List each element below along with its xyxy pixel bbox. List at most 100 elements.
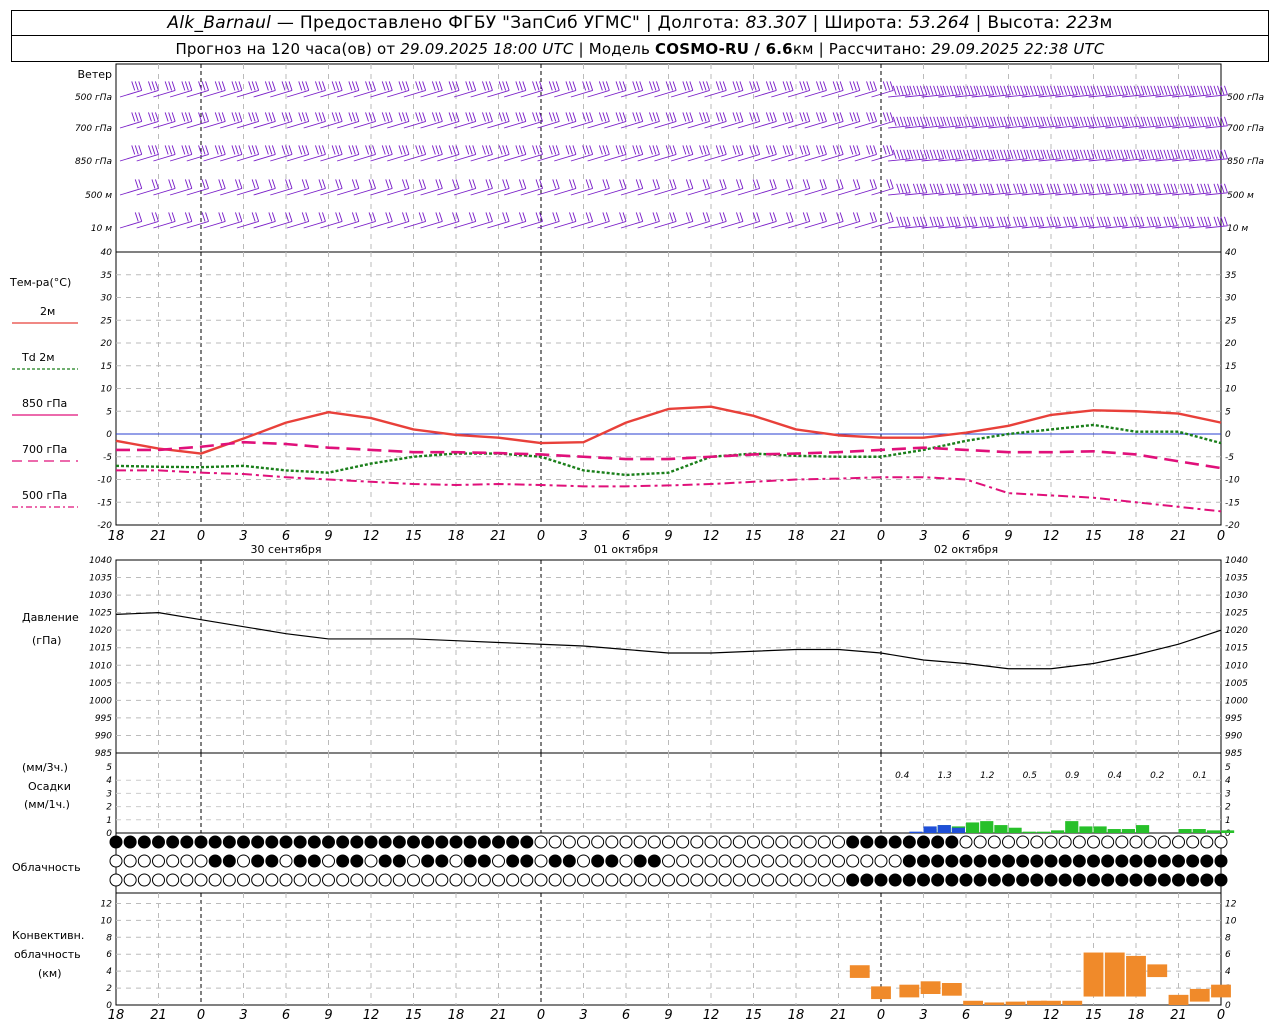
wind-barb-flag (405, 179, 410, 189)
cloud-cover-symbol (123, 835, 137, 849)
wind-barb-flag (802, 145, 807, 155)
wind-barb-flag (889, 112, 894, 122)
wind-barb-flag (996, 183, 1001, 193)
cloud-cover-symbol (917, 873, 930, 887)
wind-barb (921, 125, 944, 129)
wind-barb-flag (1220, 149, 1225, 159)
wind-barb (136, 220, 159, 229)
x-tick-label-bottom: 21 (490, 1008, 507, 1023)
wind-barb-flag (639, 179, 644, 189)
cloud-cover-symbol (1115, 854, 1129, 868)
wind-barb-flag (1003, 116, 1008, 126)
cloud-cover-symbol (435, 873, 449, 887)
precip-tick-left: 0 (106, 829, 112, 839)
convective-bar (1026, 1000, 1047, 1005)
cloud-cover-symbol (435, 854, 449, 868)
wind-barb-flag (1113, 183, 1118, 193)
cloud-cover-symbol (987, 873, 1001, 887)
wind-barb (604, 120, 627, 129)
cloud-cover-symbol (832, 835, 845, 849)
wind-barb-flag (535, 145, 540, 155)
wind-barb-flag (188, 81, 193, 91)
wind-barb-flag (1224, 216, 1228, 226)
wind-barb-flag (802, 212, 807, 222)
wind-barb (1205, 158, 1228, 162)
wind-barb-flag (856, 112, 861, 122)
wind-barb-flag (1033, 116, 1038, 126)
wind-barb-flag (1137, 116, 1141, 126)
precip-tick-right: 0 (1225, 829, 1231, 839)
wind-barb-flag (665, 81, 670, 91)
precip-bar (1206, 830, 1220, 833)
wind-barb (520, 187, 543, 196)
wind-barb-flag (1070, 183, 1075, 193)
temperature-tick-right: 15 (1225, 362, 1237, 372)
wind-barb-flag (622, 179, 627, 189)
wind-barb-flag (916, 149, 921, 159)
cloud-cover-symbol (180, 873, 194, 887)
temperature-tick-left: 20 (101, 339, 113, 349)
wind-barb-flag (218, 112, 223, 122)
wind-barb-flag (685, 212, 690, 222)
wind-barb-flag (1130, 85, 1134, 95)
wind-barb-flag (836, 81, 841, 91)
wind-barb-flag (1146, 116, 1151, 126)
wind-barb-flag (1224, 85, 1228, 95)
wind-barb-flag (869, 212, 874, 222)
wind-barb (303, 153, 326, 162)
wind-barb-flag (990, 85, 995, 95)
wind-barb-flag (1224, 183, 1228, 193)
wind-barb-flag (438, 81, 443, 91)
wind-barb-flag (1143, 85, 1148, 95)
wind-barb-flag (1187, 183, 1191, 193)
wind-barb (988, 225, 1011, 229)
cloud-cover-symbol (1115, 873, 1129, 887)
cloud-cover-symbol (208, 854, 222, 868)
cloud-cover-symbol (520, 835, 534, 849)
wind-barb (687, 120, 710, 129)
wind-barb-flag (823, 81, 827, 91)
wind-barb (837, 153, 860, 162)
wind-barb-flag (539, 145, 543, 155)
wind-barb-flag (1016, 85, 1021, 95)
wind-barb-flag (990, 183, 995, 193)
wind-barb-flag (1009, 85, 1014, 95)
wind-barb-flag (909, 149, 914, 159)
wind-barb (1121, 158, 1145, 162)
wind-barb-flag (769, 212, 774, 222)
wind-barb-flag (682, 81, 687, 91)
wind-barb (537, 220, 560, 229)
wind-barb-flag (1086, 216, 1091, 226)
x-tick-label: 18 (108, 529, 125, 544)
wind-barb-flag (1070, 216, 1075, 226)
wind-barb-flag (134, 179, 139, 189)
wind-barb-flag (976, 85, 981, 95)
wind-barb (1172, 158, 1195, 162)
temperature-tick-right: 25 (1225, 316, 1237, 326)
wind-barb-flag (535, 179, 540, 189)
wind-barb-flag (866, 112, 870, 122)
wind-barb (570, 187, 593, 196)
wind-barb (470, 187, 493, 196)
wind-barb (921, 94, 944, 98)
wind-barb-flag (164, 112, 169, 122)
wind-barb-flag (1140, 85, 1145, 95)
wind-barb-flag (305, 81, 310, 91)
wind-barb (854, 120, 877, 129)
cloud-cover-symbol (137, 873, 151, 887)
wind-barb-flag (1153, 85, 1158, 95)
wind-barb-flag (786, 179, 790, 189)
wind-barb-flag (255, 81, 260, 91)
wind-barb-flag (515, 112, 520, 122)
x-tick-label: 21 (830, 529, 847, 544)
wind-barb-flag (1096, 85, 1101, 95)
wind-barb-flag (1100, 149, 1104, 159)
wind-barb-flag (168, 212, 173, 222)
cloud-cover-symbol (251, 873, 265, 887)
wind-barb-flag (1207, 116, 1212, 126)
x-tick-label-bottom: 21 (150, 1008, 167, 1023)
wind-barb-flag (485, 112, 490, 122)
wind-barb-flag (505, 179, 510, 189)
wind-barb (1071, 125, 1094, 129)
wind-barb-flag (338, 112, 343, 122)
